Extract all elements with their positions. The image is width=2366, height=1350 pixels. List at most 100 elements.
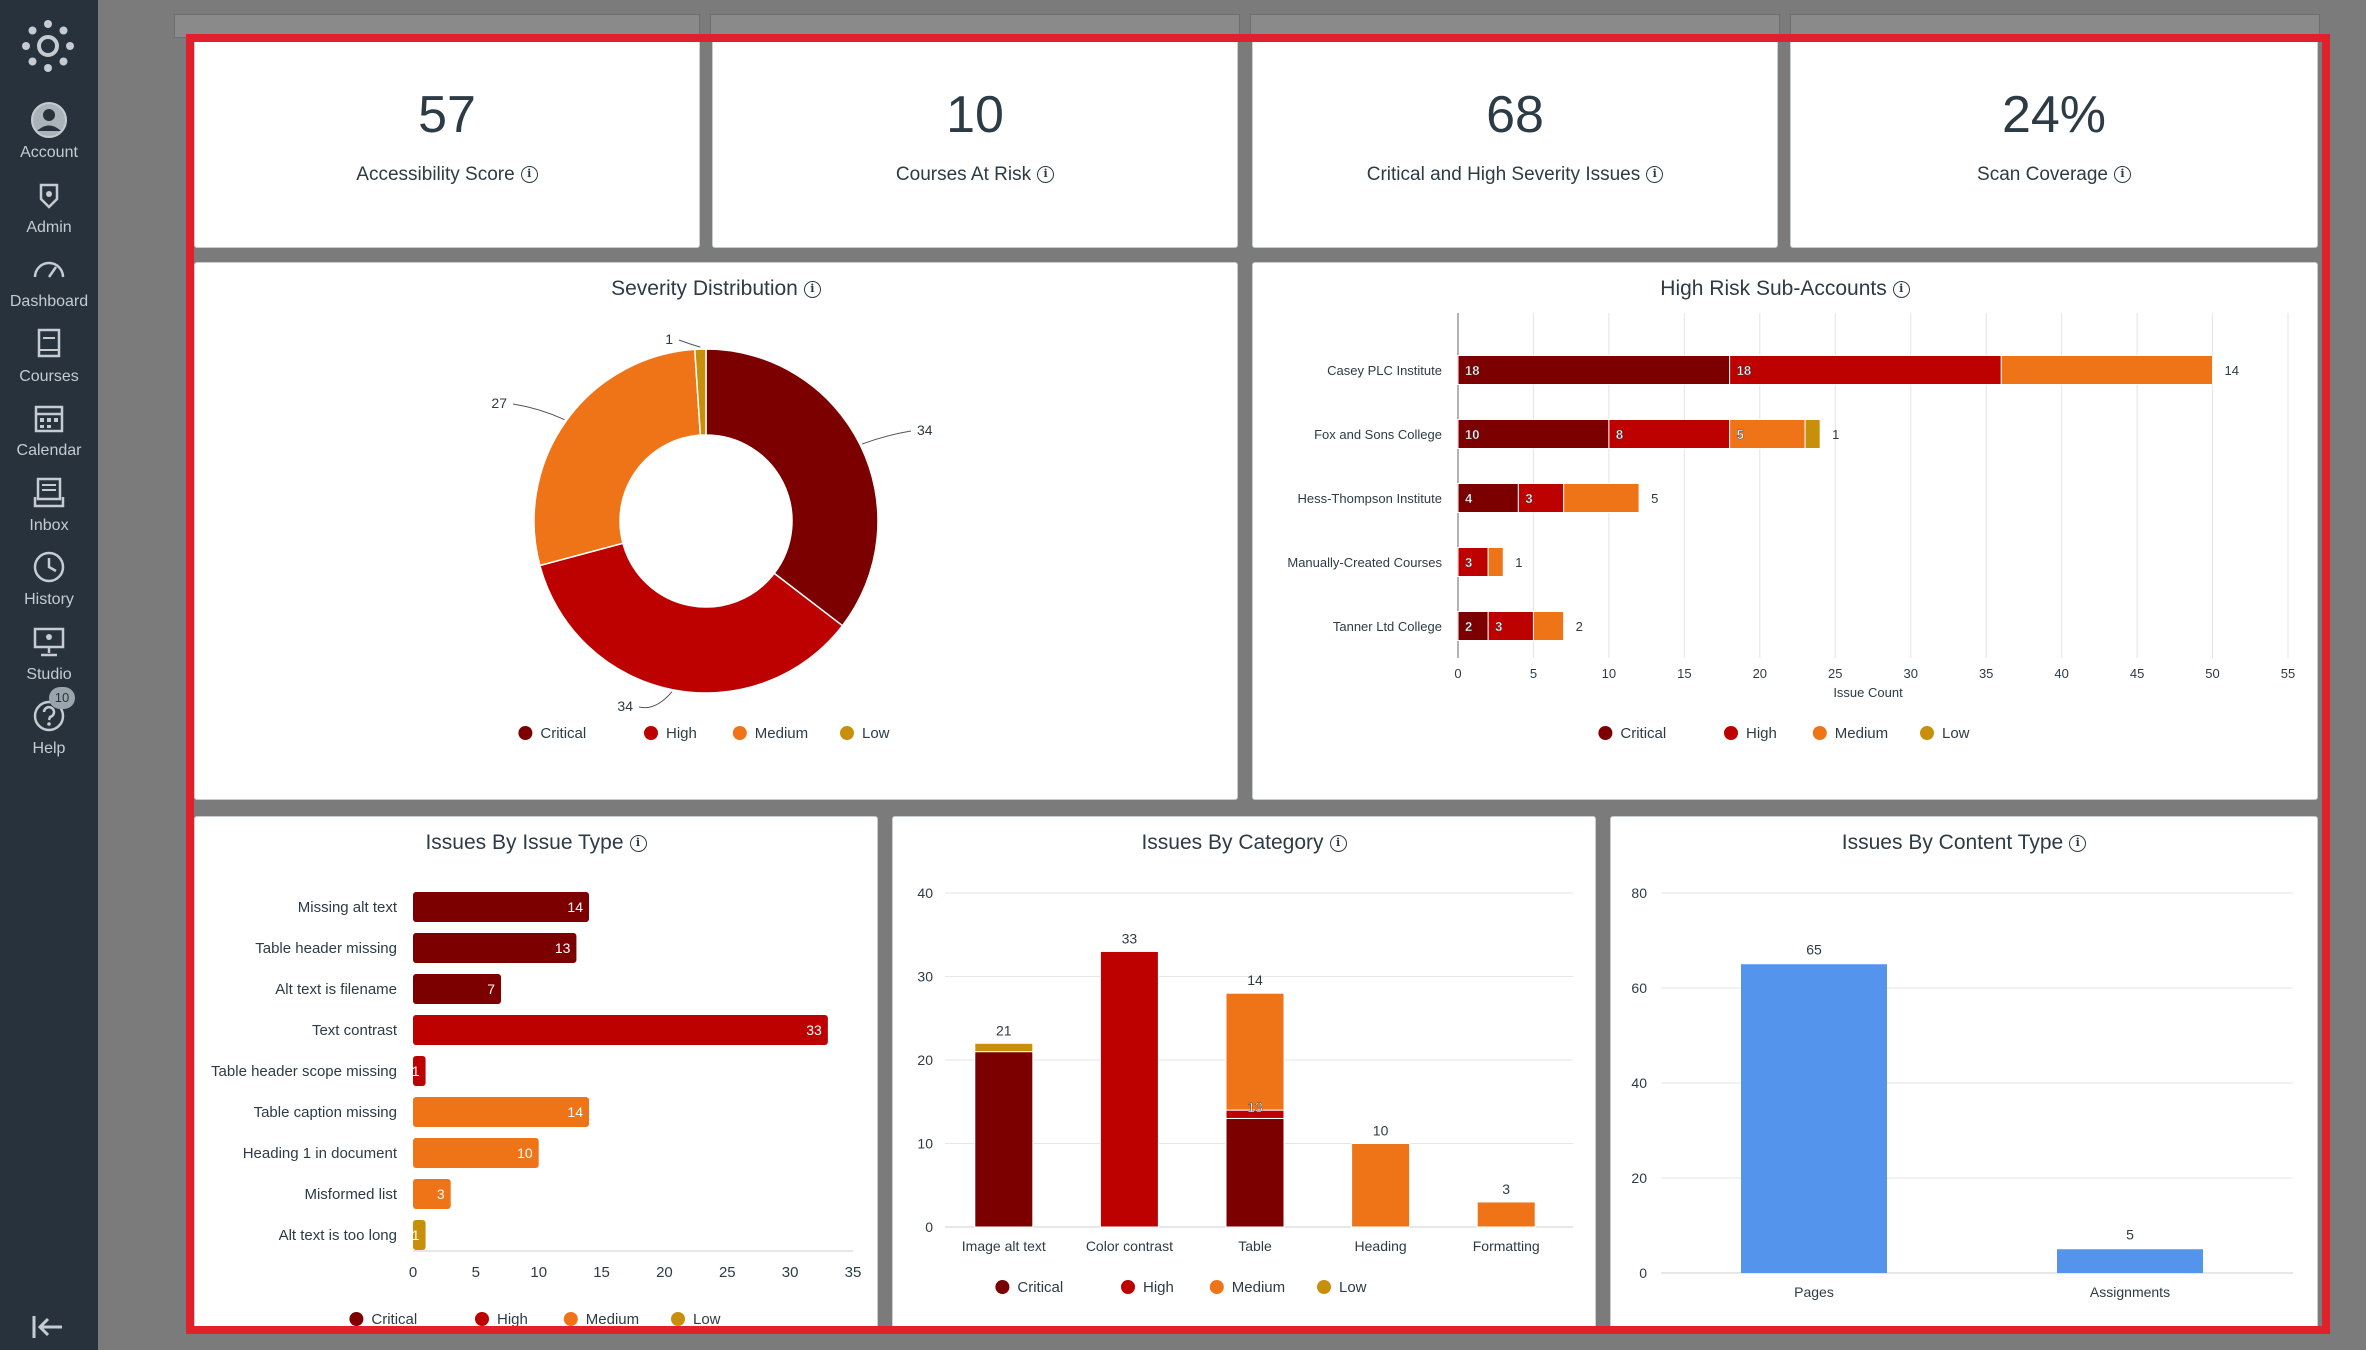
high-risk-subaccounts-card: High Risk Sub-Accounts i 0 5 10 15 20 25 30 35 40…: [1252, 262, 2318, 800]
legend-swatch-low: [671, 1312, 685, 1326]
pie-leader-line: [678, 339, 701, 348]
bar-segment-medium: [1351, 1143, 1411, 1228]
bar-segment-medium: [1225, 992, 1285, 1111]
bar-value-label: 33: [806, 1022, 822, 1038]
bar-segment-high: [1457, 547, 1489, 577]
bar-end-label: 2: [1576, 619, 1583, 634]
legend-swatch-low: [1317, 1280, 1331, 1294]
legend-label-medium: Medium: [755, 725, 808, 742]
nav-label: Help: [32, 740, 66, 757]
info-icon[interactable]: i: [1646, 166, 1664, 184]
x-tick-label: 5: [472, 1264, 480, 1281]
bar-segment-high: [1099, 950, 1159, 1228]
pie-slice-low: [693, 348, 707, 436]
legend-swatch-medium: [732, 726, 747, 740]
legend-label-high: High: [1746, 725, 1777, 742]
info-icon[interactable]: i: [2113, 166, 2131, 184]
x-tick-label: 35: [845, 1264, 862, 1281]
category-label: Fox and Sons College: [1314, 427, 1442, 442]
nav-item-calendar[interactable]: Calendar: [0, 398, 98, 468]
bar-value-label: 5: [2126, 1226, 2134, 1242]
bar-inner-label: 13: [1247, 1099, 1263, 1115]
bar-segment-label: 18: [1737, 363, 1751, 378]
legend-swatch-high: [644, 726, 658, 740]
y-tick-label: 0: [1639, 1265, 1647, 1281]
collapse-nav-icon[interactable]: [30, 1314, 66, 1340]
bar-segment-high: [1608, 419, 1731, 449]
nav-label: Studio: [26, 665, 72, 683]
legend-swatch-high: [1121, 1280, 1135, 1294]
pie-value-label: 34: [917, 422, 933, 438]
info-icon[interactable]: i: [2069, 834, 2087, 852]
issue-category-title: Issues By Category: [1141, 831, 1324, 854]
issue-type-card: Issues By Issue Type i 0 5 10 15 20 25 30 35 Miss…: [194, 816, 878, 1334]
bar-segment-label: 8: [1616, 427, 1623, 442]
x-tick-label: 20: [656, 1264, 673, 1281]
pie-slice-medium: [533, 348, 702, 567]
bar-segment-medium: [2000, 355, 2214, 385]
info-icon[interactable]: i: [629, 834, 647, 852]
legend-swatch-critical: [518, 726, 533, 740]
background-panel: [1790, 14, 2320, 38]
bar-segment-medium: [1532, 611, 1565, 641]
legend-swatch-medium: [1209, 1280, 1224, 1294]
x-tick-label: Assignments: [2090, 1284, 2170, 1300]
canvas-logo-icon[interactable]: [20, 18, 76, 74]
bar-top-label: 21: [996, 1022, 1012, 1038]
x-tick-label: 15: [1677, 666, 1691, 681]
category-label: Table header missing: [255, 940, 397, 957]
card-title: Issues By Category i: [893, 831, 1595, 855]
kpi-label: Accessibility Score i: [195, 164, 699, 186]
y-tick-label: 10: [917, 1136, 933, 1152]
x-tick-label: 40: [2054, 666, 2068, 681]
category-label: Alt text is too long: [279, 1227, 397, 1244]
kpi-value: 10: [946, 86, 1004, 144]
nav-item-dashboard[interactable]: Dashboard: [0, 249, 98, 319]
info-icon[interactable]: i: [803, 280, 821, 298]
bar-critical: [413, 892, 589, 922]
bar-segment-label: 2: [1465, 619, 1472, 634]
kpi-label-text: Accessibility Score: [356, 164, 515, 185]
bar-pages: [1741, 964, 1887, 1273]
severity-distribution-card: Severity Distribution i 34 34 27 1 Critical Hi…: [194, 262, 1238, 800]
bar-critical: [413, 974, 501, 1004]
x-tick-label: Table: [1238, 1238, 1272, 1254]
category-label: Table caption missing: [254, 1104, 397, 1121]
category-label: Casey PLC Institute: [1327, 363, 1442, 378]
nav-item-courses[interactable]: Courses: [0, 324, 98, 394]
nav-label: Account: [20, 144, 78, 161]
severity-distribution-title: Severity Distribution: [611, 277, 798, 300]
nav-item-account[interactable]: Account: [0, 100, 98, 170]
bar-high: [413, 1056, 426, 1086]
bar-segment-label: 10: [1465, 427, 1479, 442]
info-icon[interactable]: i: [520, 166, 538, 184]
nav-item-studio[interactable]: Studio: [0, 622, 98, 692]
x-tick-label: Color contrast: [1086, 1238, 1173, 1254]
nav-item-help[interactable]: Help 10: [0, 687, 98, 766]
bar-top-label: 14: [1247, 972, 1263, 988]
bar-value-label: 14: [567, 1104, 583, 1120]
bar-critical: [413, 933, 577, 963]
nav-item-admin[interactable]: Admin: [0, 175, 98, 245]
kpi-value: 24%: [2001, 86, 2107, 144]
x-tick-label: 0: [409, 1264, 417, 1281]
x-tick-label: Heading: [1355, 1238, 1407, 1254]
info-icon[interactable]: i: [1329, 834, 1347, 852]
bar-value-label: 65: [1806, 941, 1822, 957]
y-tick-label: 60: [1631, 980, 1647, 996]
pie-value-label: 34: [617, 698, 633, 714]
x-tick-label: Pages: [1794, 1284, 1834, 1300]
info-icon[interactable]: i: [1037, 166, 1055, 184]
nav-item-history[interactable]: History: [0, 547, 98, 617]
nav-item-inbox[interactable]: Inbox: [0, 473, 98, 543]
info-icon[interactable]: i: [1892, 280, 1910, 298]
background-panel: [1250, 14, 1780, 38]
x-tick-label: 10: [530, 1264, 547, 1281]
x-tick-label: 45: [2130, 666, 2144, 681]
background-panel: [174, 14, 700, 38]
legend-label-low: Low: [693, 1311, 721, 1328]
bar-value-label: 1: [412, 1063, 420, 1079]
bar-top-label: 10: [1373, 1123, 1389, 1139]
nav-label: Courses: [19, 367, 79, 385]
admin-icon: [39, 183, 59, 209]
